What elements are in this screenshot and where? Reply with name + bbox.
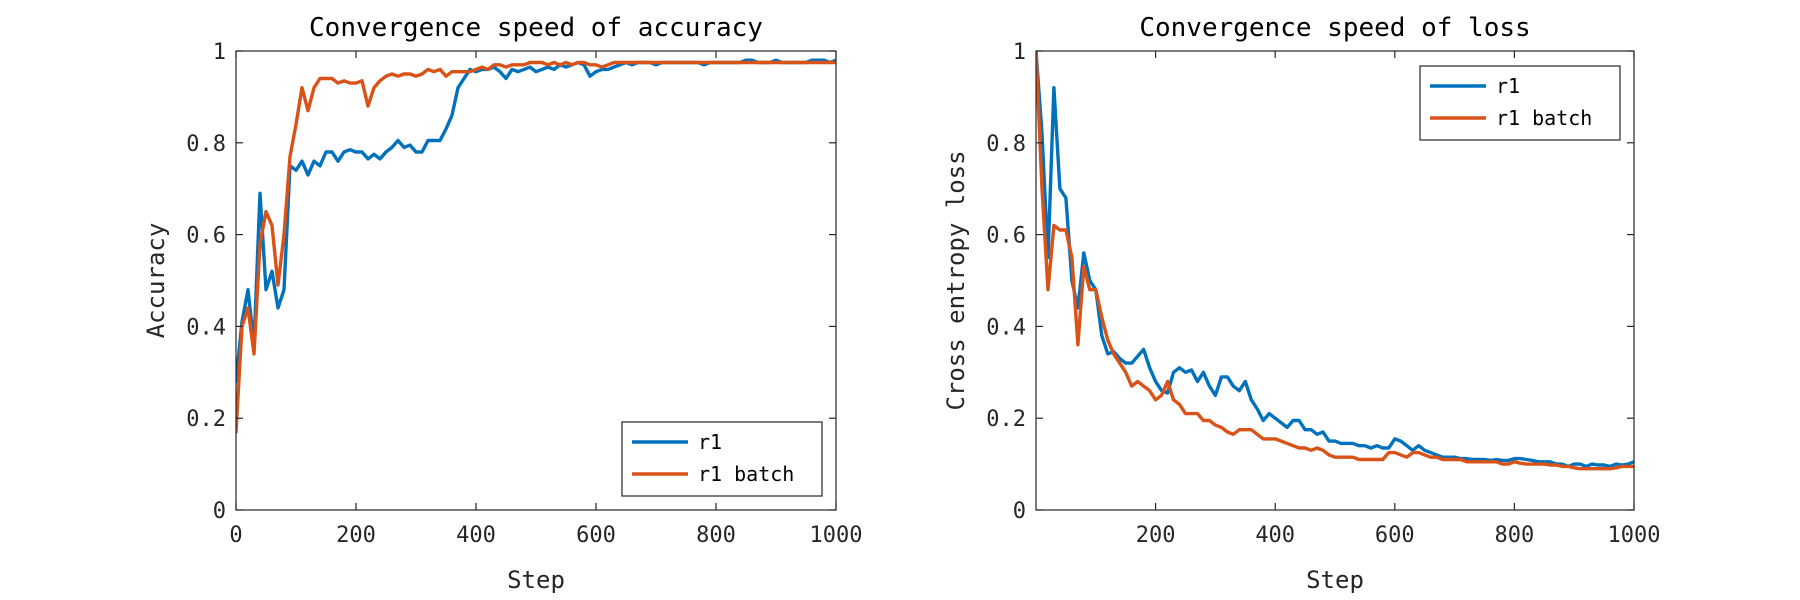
x-tick-label: 800: [696, 523, 736, 548]
series-line-r1-batch: [236, 60, 836, 434]
y-tick-label: 0.8: [986, 132, 1026, 157]
series-line-r1-batch: [1036, 51, 1634, 471]
chart-title: Convergence speed of loss: [1139, 13, 1530, 43]
y-tick-label: 1: [1013, 40, 1026, 65]
legend-label-r1: r1: [1496, 74, 1520, 98]
y-tick-label: 0.4: [986, 315, 1026, 340]
x-tick-label: 200: [336, 523, 376, 548]
y-tick-label: 0: [1013, 499, 1026, 524]
legend-label-r1-batch: r1 batch: [698, 462, 794, 486]
chart-panel-2: 200 400 600 800 1000 0 0.2 0.4 0.6 0.8 1 Convergenc…: [942, 13, 1660, 594]
x-tick-label: 1000: [810, 523, 863, 548]
series-line-r1: [236, 58, 836, 384]
y-tick-label: 0.4: [186, 315, 226, 340]
y-tick-label: 0.2: [986, 407, 1026, 432]
x-tick-label: 0: [229, 523, 242, 548]
y-tick-label: 0.6: [186, 224, 226, 249]
y-axis-label: Cross entropy loss: [942, 150, 970, 410]
x-tick-label: 1000: [1608, 523, 1661, 548]
chart-panel-1: 0 200 400 600 800 1000 0 0.2 0.4 0.6 0.8 1 Convergen…: [142, 13, 862, 594]
series-line-r1: [1036, 51, 1634, 469]
x-tick-label: 400: [456, 523, 496, 548]
y-tick-label: 1: [213, 40, 226, 65]
x-axis-label: Step: [507, 566, 565, 594]
y-axis-label: Accuracy: [142, 223, 170, 339]
legend: r1 r1 batch: [1419, 65, 1621, 141]
x-tick-label: 600: [576, 523, 616, 548]
x-tick-label: 600: [1375, 523, 1415, 548]
x-axis-label: Step: [1306, 566, 1364, 594]
axes-box: [235, 50, 837, 511]
legend-label-r1-batch: r1 batch: [1496, 106, 1592, 130]
chart-title: Convergence speed of accuracy: [309, 13, 763, 43]
y-tick-label: 0: [213, 499, 226, 524]
legend-label-r1: r1: [698, 430, 722, 454]
x-tick-label: 200: [1136, 523, 1176, 548]
x-tick-label: 800: [1495, 523, 1535, 548]
legend-box: [621, 421, 823, 497]
y-tick-label: 0.6: [986, 224, 1026, 249]
y-tick-label: 0.2: [186, 407, 226, 432]
legend: r1 r1 batch: [621, 421, 823, 497]
x-tick-label: 400: [1255, 523, 1295, 548]
legend-box: [1419, 65, 1621, 141]
axes-box: [1035, 50, 1635, 511]
y-tick-label: 0.8: [186, 132, 226, 157]
